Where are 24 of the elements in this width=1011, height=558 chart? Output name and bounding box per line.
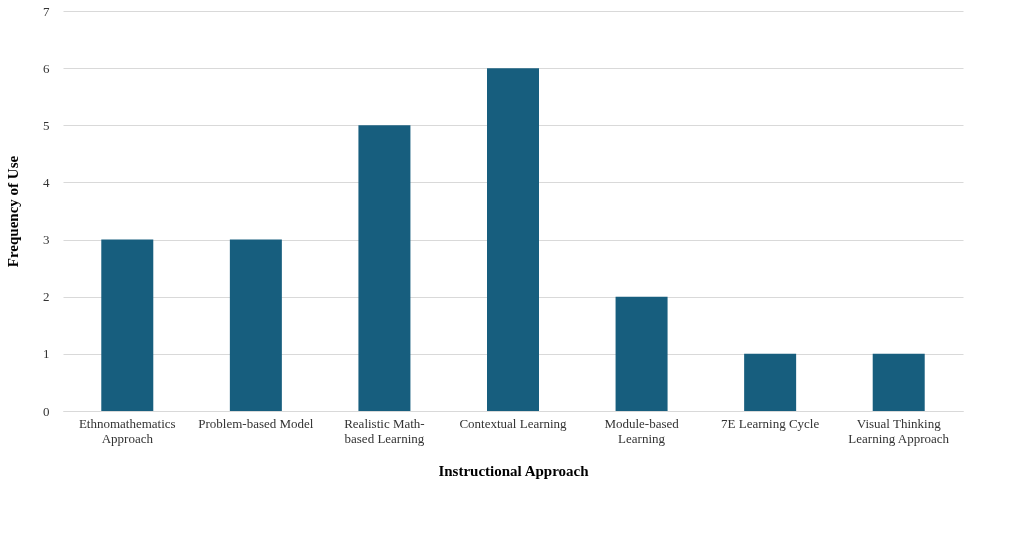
y-tick-label: 2 — [43, 289, 50, 305]
y-axis-title: Frequency of Use — [5, 155, 21, 268]
x-axis-title: Instructional Approach — [438, 462, 590, 479]
bar — [744, 353, 797, 411]
bar — [229, 239, 282, 411]
bar — [872, 353, 925, 411]
y-tick-label: 0 — [43, 403, 50, 419]
y-tick-label: 4 — [43, 174, 50, 190]
x-tick-label: 7E Learning Cycle — [721, 415, 820, 431]
y-tick-label: 5 — [43, 117, 50, 133]
x-tick-label: Module-based Learning — [604, 415, 680, 446]
x-tick-label: Problem-based Model — [198, 415, 314, 431]
y-tick-label: 7 — [43, 3, 50, 19]
bar — [487, 68, 539, 411]
x-tick-label: Realistic Math-based Learning — [344, 415, 425, 446]
x-tick-label: Ethnomathematics Approach — [78, 415, 176, 446]
bar — [358, 125, 411, 411]
bar — [101, 239, 154, 411]
bar — [615, 296, 668, 411]
x-tick-label: Contextual Learning — [459, 415, 568, 431]
y-tick-label: 3 — [43, 232, 50, 248]
y-tick-label: 1 — [43, 346, 50, 362]
y-tick-label: 6 — [43, 60, 50, 76]
x-tick-label: Visual Thinking Learning Approach — [848, 415, 950, 446]
